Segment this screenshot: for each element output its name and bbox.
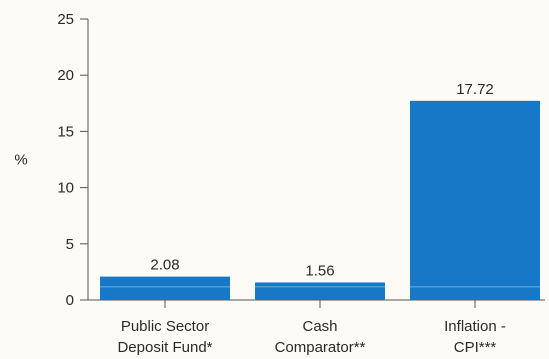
y-tick-label: 10 <box>57 180 74 197</box>
y-axis-label: % <box>14 152 27 169</box>
bar-value-label: 2.08 <box>150 257 179 274</box>
bar-stripe <box>100 286 230 288</box>
bar-value-label: 17.72 <box>456 81 494 98</box>
bar-stripe <box>255 286 385 288</box>
bar-stripe <box>410 286 540 288</box>
x-tick-label: Deposit Fund* <box>117 339 212 356</box>
bar <box>255 282 385 300</box>
x-tick-label: Public Sector <box>121 318 209 335</box>
y-tick-label: 5 <box>66 236 74 253</box>
bars <box>100 100 540 300</box>
y-tick-label: 20 <box>57 67 74 84</box>
bar <box>100 276 230 300</box>
y-tick-label: 25 <box>57 11 74 28</box>
x-tick-label: Comparator** <box>275 339 366 356</box>
y-tick-label: 0 <box>66 292 74 309</box>
bar <box>410 100 540 300</box>
x-tick-label: CPI*** <box>454 339 497 356</box>
y-tick-label: 15 <box>57 123 74 140</box>
labels: 2.08 Public Sector Deposit Fund* 1.56 Cash Co… <box>117 81 505 356</box>
x-tick-label: Inflation - <box>444 318 506 335</box>
bar-value-label: 1.56 <box>305 262 334 279</box>
x-tick-label: Cash <box>302 318 337 335</box>
